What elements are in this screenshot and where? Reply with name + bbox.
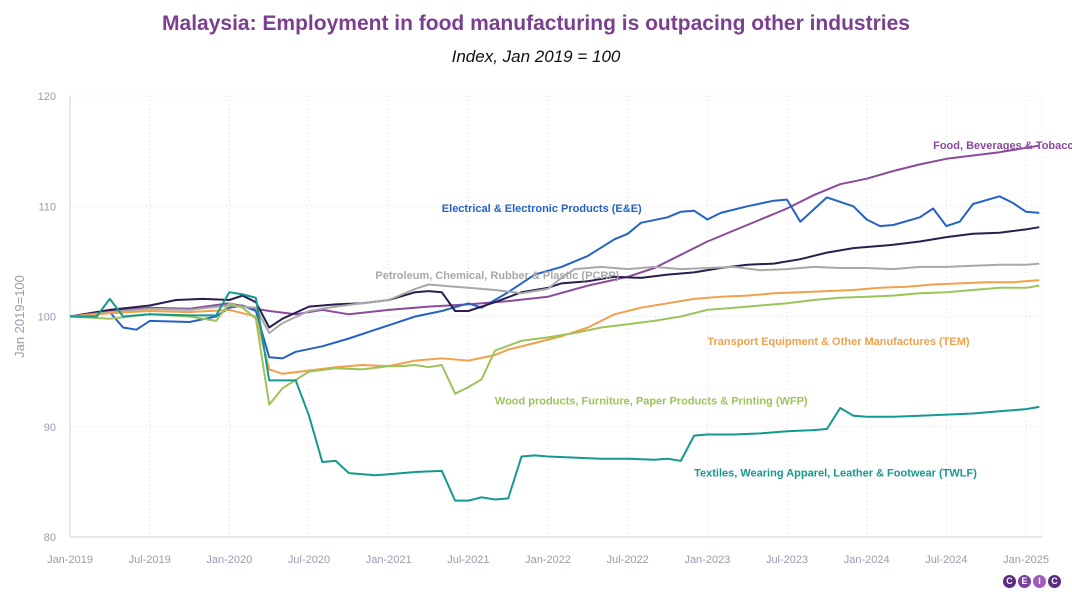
x-tick-label: Jul-2021 <box>447 554 489 566</box>
series-labels: Food, Beverages & Tobacco (FBT) Electrica… <box>375 140 1072 479</box>
series-line-3 <box>69 262 1040 334</box>
chart-title: Malaysia: Employment in food manufacturi… <box>162 12 910 35</box>
series-line-2 <box>69 226 1040 329</box>
series-lines <box>69 144 1040 502</box>
y-tick-label: 100 <box>38 312 56 324</box>
series-line-4 <box>69 279 1040 375</box>
x-tick-label: Jul-2020 <box>288 554 330 566</box>
x-tick-label: Jan-2025 <box>1003 554 1049 566</box>
logo-letter: I <box>1033 575 1046 588</box>
x-tick-label: Jan-2022 <box>525 554 571 566</box>
series-label-4: Transport Equipment & Other Manufactures… <box>707 336 970 348</box>
x-tick-label: Jan-2019 <box>47 554 93 566</box>
y-tick-label: 110 <box>38 201 56 213</box>
series-label-3: Petroleum, Chemical, Rubber & Plastic (P… <box>375 270 619 282</box>
y-axis-label: Jan 2019=100 <box>12 275 27 358</box>
x-tick-label: Jan-2021 <box>366 554 412 566</box>
x-tick-label: Jan-2024 <box>844 554 890 566</box>
y-axis-ticks: 80 90 100 110 120 <box>38 91 56 544</box>
series-label-1: Electrical & Electronic Products (E&E) <box>442 203 642 215</box>
x-tick-label: Jul-2024 <box>925 554 967 566</box>
logo-letter: C <box>1048 575 1061 588</box>
y-tick-label: 90 <box>44 422 56 434</box>
series-line-0 <box>69 144 1040 318</box>
x-axis-ticks: Jan-2019 Jul-2019 Jan-2020 Jul-2020 Jan-2021… <box>47 554 1049 566</box>
x-tick-label: Jul-2019 <box>129 554 171 566</box>
logo-letter: E <box>1018 575 1031 588</box>
x-tick-label: Jan-2020 <box>206 554 252 566</box>
series-label-0: Food, Beverages & Tobacco (FBT) <box>933 140 1072 152</box>
x-tick-label: Jul-2023 <box>766 554 808 566</box>
chart-subtitle: Index, Jan 2019 = 100 <box>451 47 621 66</box>
y-tick-label: 80 <box>44 532 56 544</box>
y-tick-label: 120 <box>38 91 56 103</box>
series-label-6: Textiles, Wearing Apparel, Leather & Foo… <box>694 467 977 479</box>
x-tick-label: Jan-2023 <box>684 554 730 566</box>
x-tick-label: Jul-2022 <box>607 554 649 566</box>
series-line-6 <box>70 291 1040 502</box>
logo-letter: C <box>1003 575 1016 588</box>
series-label-5: Wood products, Furniture, Paper Products… <box>495 396 808 408</box>
series-line-5 <box>69 284 1040 406</box>
